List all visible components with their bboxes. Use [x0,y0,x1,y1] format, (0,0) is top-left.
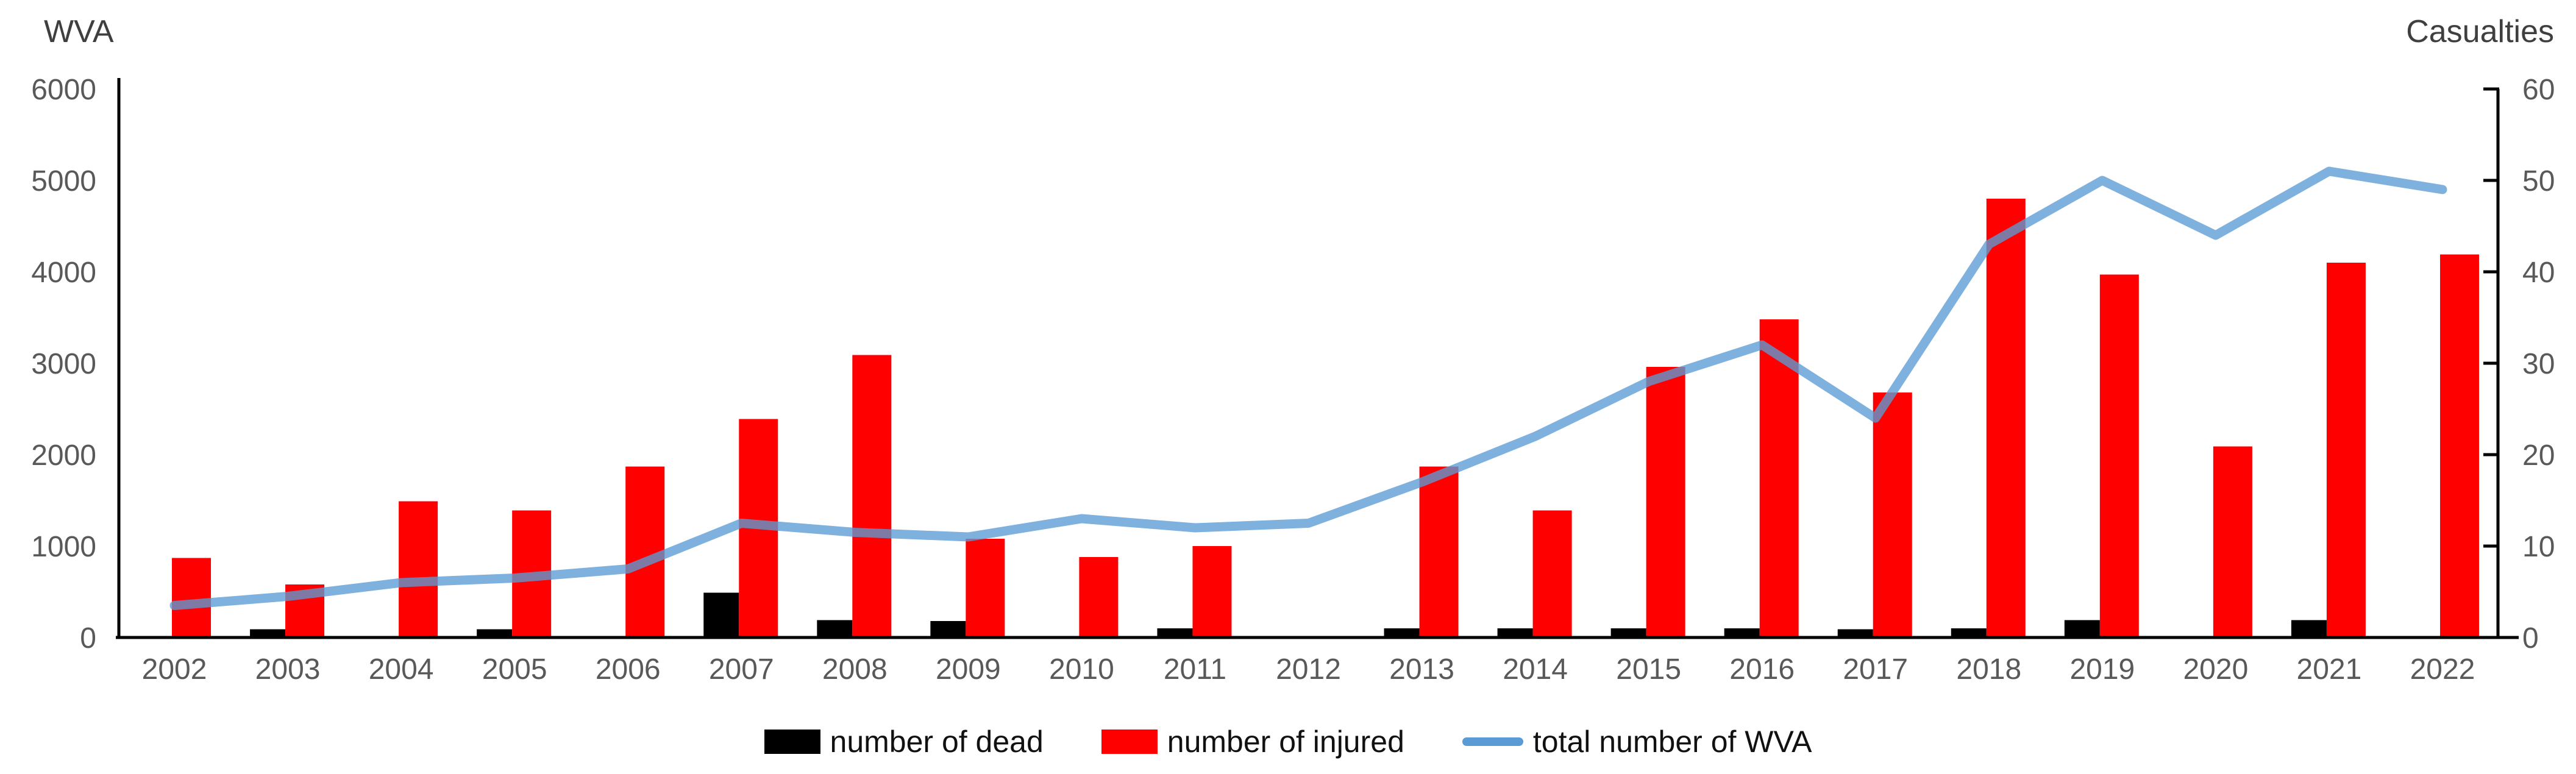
legend-item-injured: number of injured [1101,724,1404,759]
bar-dead-2007 [703,592,739,637]
x-tick-2010: 2010 [1049,653,1114,686]
bar-injured-2022 [2439,254,2479,637]
legend-label-wva: total number of WVA [1532,725,1812,759]
bar-injured-2020 [2213,446,2252,637]
y-tick-right-30: 30 [2522,348,2555,380]
y-tick-left-5000: 5000 [31,165,96,197]
x-tick-2007: 2007 [709,653,774,686]
x-tick-2003: 2003 [255,653,321,686]
bar-injured-2017 [1873,392,1912,637]
y-tick-left-0: 0 [80,622,96,655]
bar-injured-2008 [852,355,892,637]
y-tick-left-3000: 3000 [31,348,96,380]
legend-label-dead: number of dead [830,725,1044,759]
bar-injured-2014 [1532,510,1572,637]
y-tick-right-60: 60 [2522,74,2555,106]
x-tick-2002: 2002 [142,653,207,686]
y-tick-right-40: 40 [2522,257,2555,289]
bar-dead-2008 [817,620,853,637]
legend-label-injured: number of injured [1167,725,1404,759]
bar-dead-2018 [1951,628,1987,637]
x-tick-2012: 2012 [1276,653,1341,686]
bar-injured-2010 [1079,557,1119,637]
x-tick-2013: 2013 [1389,653,1454,686]
bar-injured-2019 [2099,274,2139,637]
y-tick-left-4000: 4000 [31,257,96,289]
bar-dead-2005 [477,629,513,637]
wva-line [169,166,2447,610]
x-tick-2015: 2015 [1616,653,1681,686]
x-tick-2008: 2008 [822,653,888,686]
legend-item-dead: number of dead [764,724,1044,759]
left-axis-title: WVA [44,14,114,49]
y-tick-right-0: 0 [2522,622,2539,655]
bar-dead-2015 [1610,628,1646,637]
y-tick-left-2000: 2000 [31,439,96,472]
x-tick-2009: 2009 [936,653,1001,686]
y-tick-right-20: 20 [2522,439,2555,472]
bar-dead-2009 [930,621,966,637]
bar-dead-2017 [1837,629,1873,637]
legend-swatch-wva-line-icon [1462,737,1523,746]
x-tick-2020: 2020 [2183,653,2248,686]
bar-injured-2011 [1192,546,1232,637]
bar-dead-2019 [2064,620,2100,637]
right-axis-title: Casualties [2406,14,2554,49]
x-tick-2016: 2016 [1729,653,1795,686]
x-tick-2019: 2019 [2069,653,2135,686]
x-tick-2011: 2011 [1164,653,1226,686]
bar-dead-2003 [250,629,286,637]
bar-injured-2018 [1986,199,2026,637]
bar-injured-2004 [399,501,438,637]
x-tick-2004: 2004 [369,653,434,686]
x-tick-2018: 2018 [1956,653,2021,686]
bar-injured-2009 [966,539,1005,637]
bar-injured-2015 [1646,367,1685,637]
y-tick-left-1000: 1000 [31,531,96,563]
legend: number of dead number of injured total n… [0,724,2576,759]
y-tick-right-50: 50 [2522,165,2555,197]
bar-injured-2002 [172,558,212,637]
x-tick-2005: 2005 [482,653,547,686]
bar-dead-2011 [1157,628,1193,637]
legend-item-wva: total number of WVA [1462,724,1812,759]
x-tick-2017: 2017 [1843,653,1908,686]
legend-swatch-injured-icon [1101,730,1158,754]
bar-dead-2014 [1497,628,1533,637]
legend-swatch-dead-icon [764,730,820,754]
bar-injured-2013 [1419,466,1459,637]
y-tick-left-6000: 6000 [31,74,96,106]
bar-dead-2013 [1384,628,1420,637]
bar-injured-2021 [2326,263,2366,637]
y-tick-right-10: 10 [2522,531,2555,563]
bar-dead-2016 [1724,628,1760,637]
bar-injured-2016 [1759,319,1799,637]
x-tick-2022: 2022 [2410,653,2475,686]
x-tick-2021: 2021 [2297,653,2362,686]
bar-dead-2021 [2291,620,2327,637]
x-tick-2014: 2014 [1503,653,1568,686]
x-tick-2006: 2006 [596,653,661,686]
